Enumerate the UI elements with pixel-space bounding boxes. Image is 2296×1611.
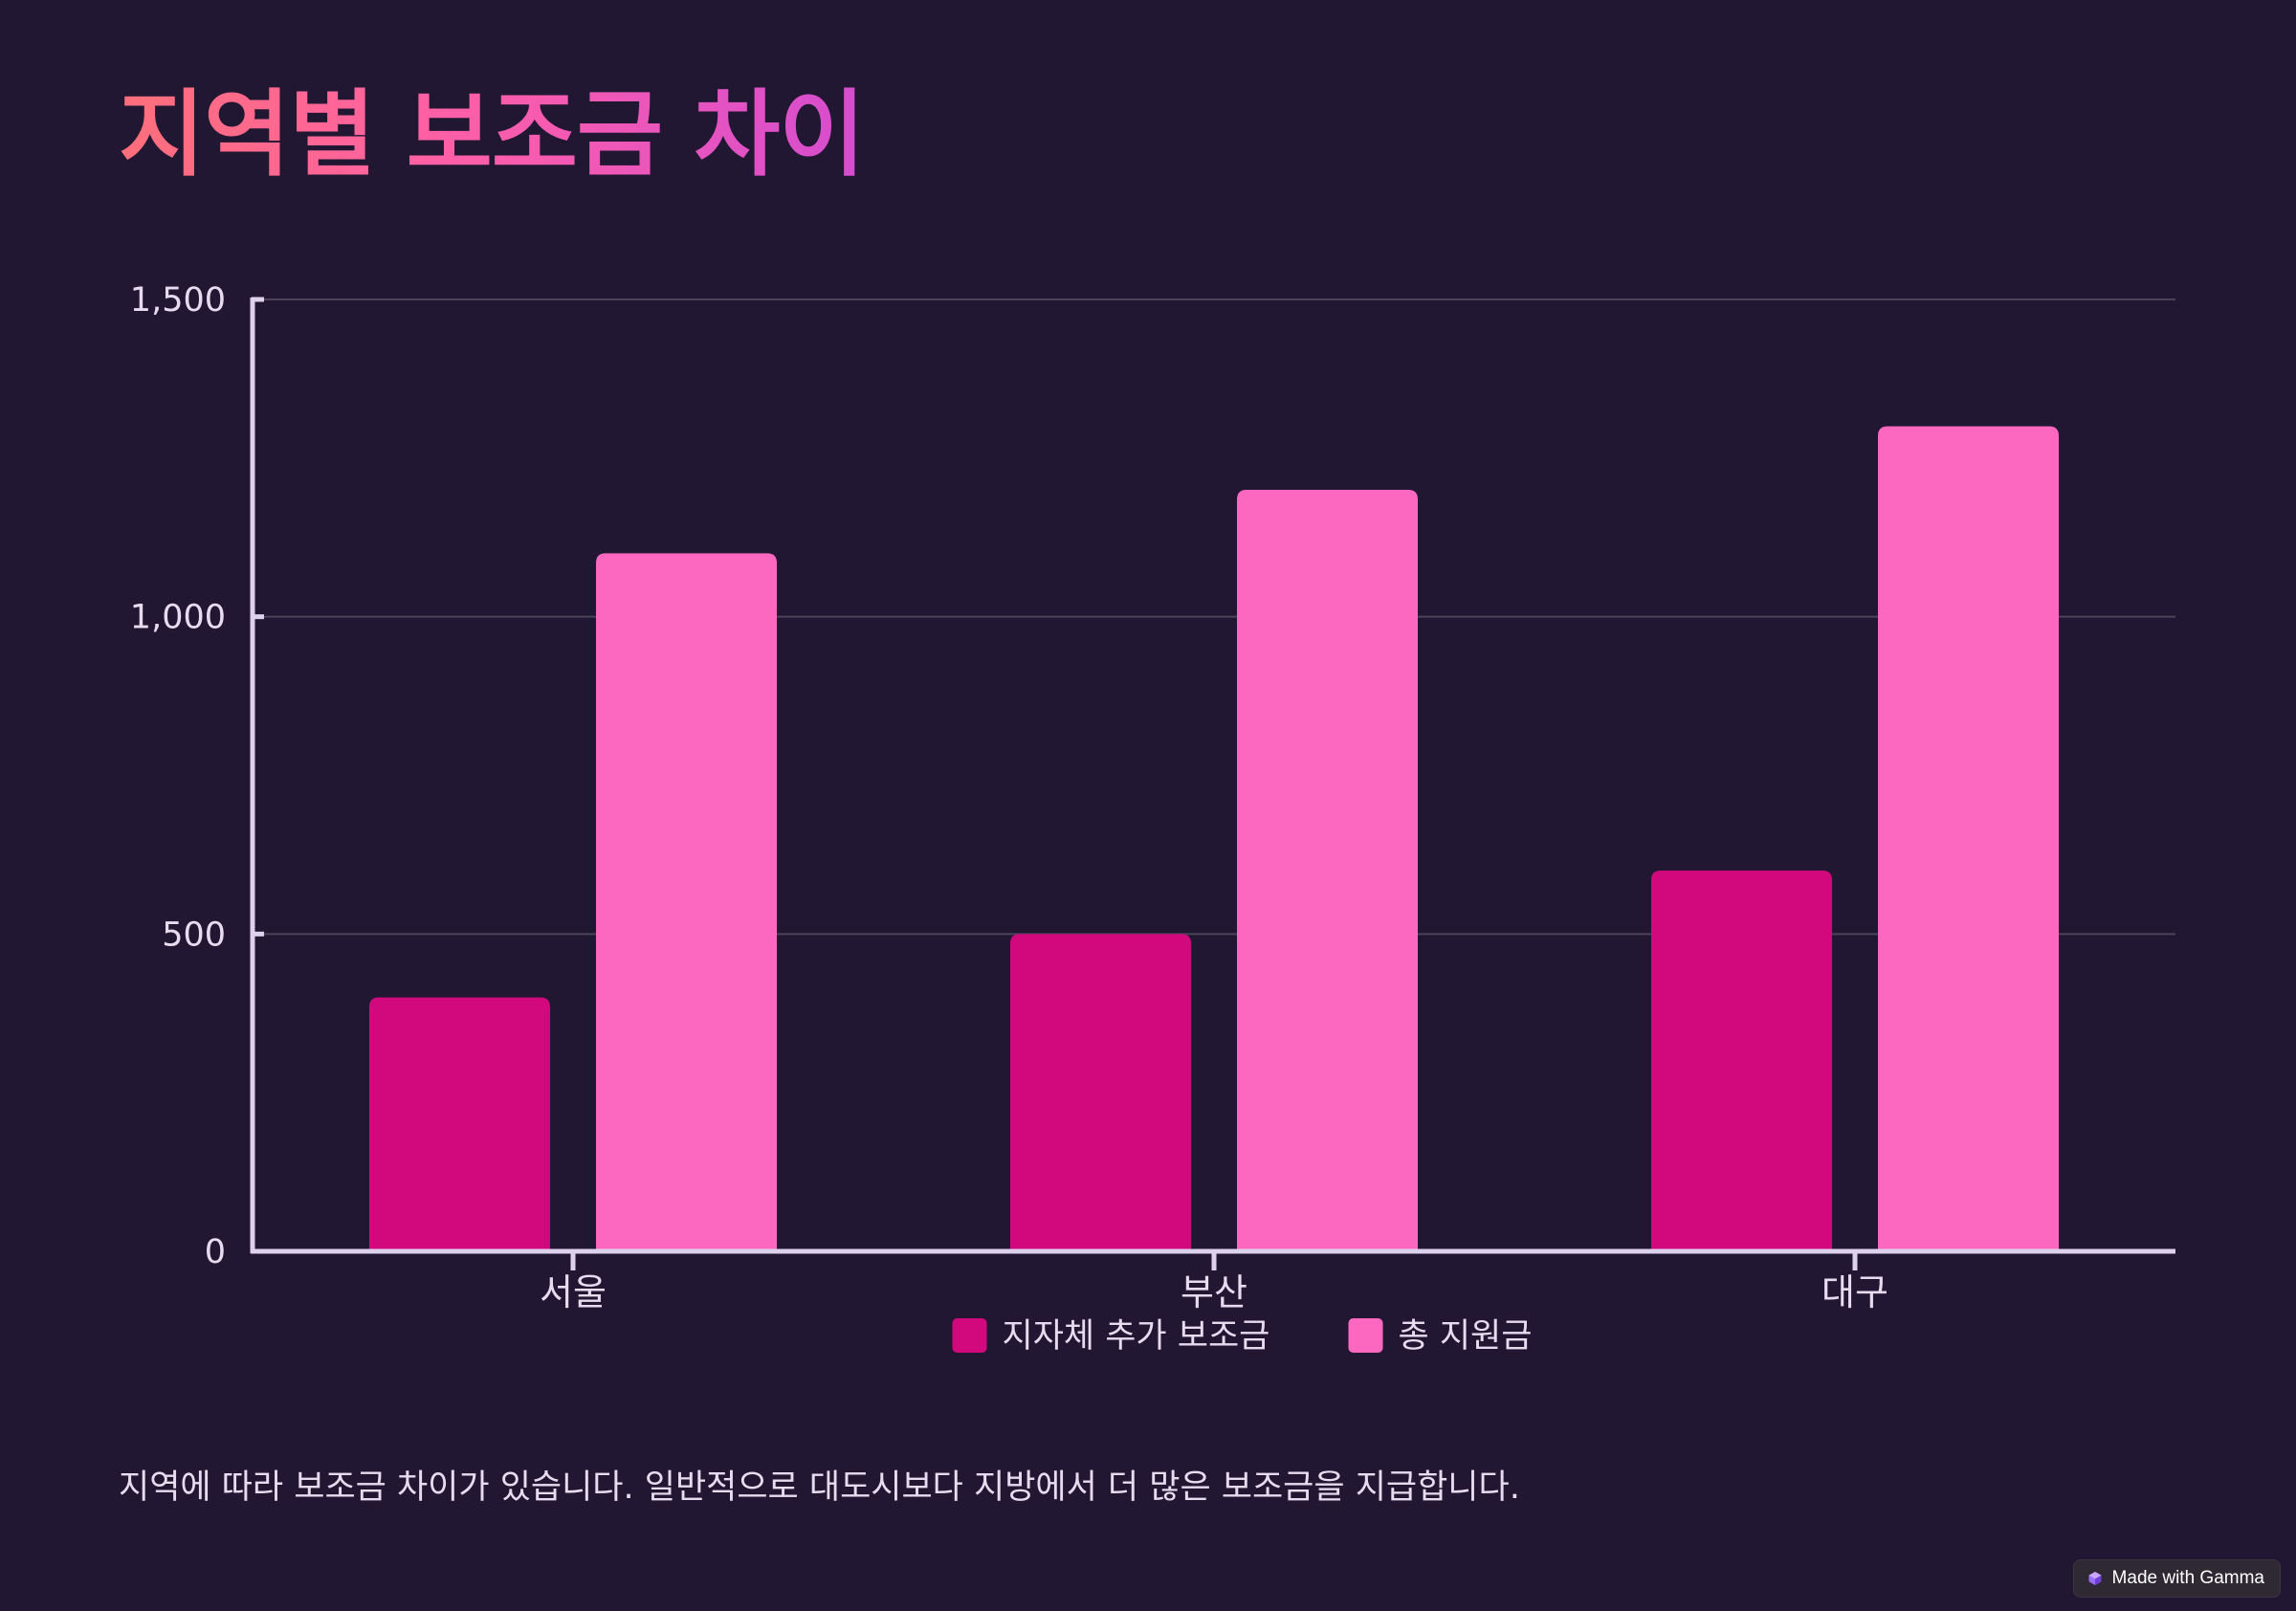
- axes: [250, 297, 2175, 1270]
- bar-1: [1010, 934, 1191, 1251]
- legend-label: 지자체 추가 보조금: [1003, 1317, 1270, 1356]
- x-tick-label: 부산: [1181, 1271, 1247, 1313]
- made-with-gamma-badge[interactable]: Made with Gamma: [2072, 1559, 2281, 1598]
- bar-2: [1878, 426, 2059, 1252]
- x-tick-label: 서울: [540, 1271, 607, 1313]
- legend-swatch: [952, 1318, 987, 1353]
- gamma-logo-icon: [2088, 1572, 2102, 1585]
- gridlines: [253, 298, 2175, 936]
- y-tick-label: 500: [162, 916, 226, 954]
- y-tick-label: 1,500: [130, 281, 226, 320]
- bar-1: [369, 997, 550, 1251]
- bar-2: [1237, 490, 1418, 1251]
- bars: [369, 426, 2059, 1252]
- legend: 지자체 추가 보조금 총 지원금: [952, 1317, 1533, 1356]
- tick-labels: 0 500 1,000 1,500 서울 부산 대구: [130, 281, 1888, 1313]
- page-title: 지역별 보조금 차이: [119, 80, 866, 189]
- bar-1: [1651, 871, 1832, 1251]
- x-tick-label: 대구: [1821, 1271, 1888, 1313]
- legend-swatch: [1348, 1318, 1383, 1353]
- legend-label: 총 지원금: [1399, 1317, 1533, 1356]
- y-tick-label: 0: [205, 1233, 226, 1271]
- chart-caption: 지역에 따라 보조금 차이가 있습니다. 일반적으로 대도시보다 지방에서 더 …: [119, 1468, 1520, 1507]
- badge-label: Made with Gamma: [2111, 1568, 2264, 1588]
- bar-2: [596, 553, 777, 1251]
- y-tick-label: 1,000: [130, 599, 226, 637]
